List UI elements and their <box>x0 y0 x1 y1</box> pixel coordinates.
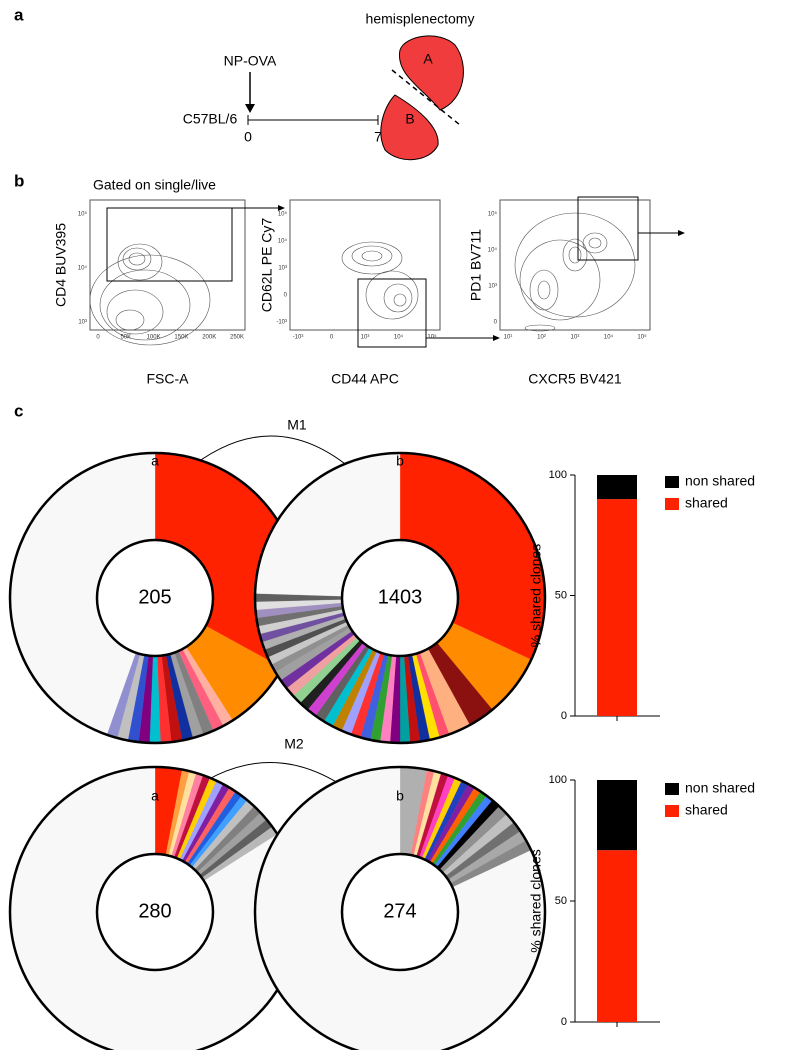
gate <box>577 196 639 261</box>
x-tick-label: 10⁵ <box>637 334 647 341</box>
bar-segment <box>597 499 637 716</box>
x-tick-label: 10⁵ <box>427 334 437 341</box>
diagram-title: hemisplenectomy <box>366 11 475 27</box>
y-tick-label: 10³ <box>78 320 87 326</box>
y-axis-label: % shared clones <box>528 544 544 648</box>
flow-plots <box>89 196 685 348</box>
x-tick-label: 10⁴ <box>604 334 614 341</box>
gate-label: Gated on single/live <box>93 177 216 193</box>
y-tick-label: 10³ <box>488 284 497 290</box>
spleen-lobe <box>380 94 439 161</box>
bar-segment <box>597 850 637 1022</box>
legend-swatch <box>665 476 679 488</box>
y-tick-label: 0 <box>561 710 567 722</box>
y-tick-label: 0 <box>561 1016 567 1028</box>
legend-label: non shared <box>685 473 755 489</box>
panel-label: a <box>14 5 24 24</box>
contours <box>89 212 636 346</box>
x-tick-label: 200K <box>202 335 216 341</box>
arrow-head <box>493 335 500 341</box>
treatment-label: NP-OVA <box>224 53 277 69</box>
center-label: 1403 <box>378 586 423 608</box>
legend-swatch <box>665 498 679 510</box>
x-axis-label: CD44 APC <box>331 371 399 387</box>
sample-label: b <box>396 453 404 469</box>
y-tick-label: 100 <box>549 469 567 481</box>
arrow-head <box>278 205 285 211</box>
x-tick-label: 10⁴ <box>394 334 404 341</box>
x-tick-label: 10² <box>537 335 546 341</box>
x-tick-label: 10¹ <box>504 335 513 341</box>
y-tick-label: -10³ <box>276 320 287 326</box>
sample-label: a <box>151 453 159 469</box>
y-tick-label: 10³ <box>278 266 287 272</box>
y-axis-label: PD1 BV711 <box>468 229 484 301</box>
donut-outline <box>253 765 547 1055</box>
x-axis-label: CXCR5 BV421 <box>528 371 622 387</box>
plot-frame <box>289 199 441 331</box>
panel-label: b <box>14 171 24 190</box>
legend-label: shared <box>685 495 728 511</box>
sample-label: b <box>396 788 404 804</box>
x-tick-label: 0 <box>330 335 334 341</box>
y-tick-label: 100 <box>549 774 567 786</box>
y-axis-label: CD4 BUV395 <box>53 223 69 307</box>
y-tick-label: 0 <box>284 293 288 299</box>
x-tick-label: 10³ <box>361 335 370 341</box>
y-tick-label: 10⁵ <box>488 211 498 218</box>
gate <box>357 278 427 348</box>
lobe-label: B <box>405 111 414 127</box>
legend-swatch <box>665 783 679 795</box>
x-tick-label: -10³ <box>293 335 304 341</box>
y-tick-label: 10⁵ <box>278 211 288 218</box>
spleen-lobe <box>399 35 464 111</box>
x-axis-label: FSC-A <box>147 371 190 387</box>
y-tick-label: 10⁴ <box>278 238 288 245</box>
x-tick-label: 10³ <box>571 335 580 341</box>
group-title: M2 <box>284 736 304 752</box>
panel-label: c <box>14 401 23 420</box>
link-arc <box>184 435 356 473</box>
y-tick-label: 50 <box>555 895 567 907</box>
y-axis-label: % shared clones <box>528 849 544 953</box>
x-tick-label: 50K <box>120 335 131 341</box>
bar-segment <box>597 780 637 851</box>
y-tick-label: 10⁵ <box>78 211 88 218</box>
y-axis-label: CD62L PE Cy7 <box>259 218 275 313</box>
x-tick-label: 150K <box>174 335 188 341</box>
x-tick-label: 0 <box>96 335 100 341</box>
cut-line <box>391 69 461 126</box>
bar-segment <box>597 475 637 500</box>
timepoint: 7 <box>374 129 382 145</box>
center-label: 280 <box>138 900 171 922</box>
plot-frame <box>499 199 651 331</box>
donut-hole <box>95 538 215 658</box>
donut-hole <box>340 538 460 658</box>
y-tick-label: 10⁴ <box>78 265 88 272</box>
group-title: M1 <box>287 417 307 433</box>
legend-label: non shared <box>685 780 755 796</box>
center-label: 205 <box>138 586 171 608</box>
y-tick-label: 50 <box>555 589 567 601</box>
strain-label: C57BL/6 <box>183 111 238 127</box>
y-tick-label: 0 <box>494 320 498 326</box>
sample-label: a <box>151 788 159 804</box>
timepoint: 0 <box>244 129 252 145</box>
center-label: 274 <box>383 900 416 922</box>
arrow-head <box>245 104 255 113</box>
legend-swatch <box>665 805 679 817</box>
legend-label: shared <box>685 802 728 818</box>
donut-hole <box>340 852 460 972</box>
y-tick-label: 10⁴ <box>488 247 498 254</box>
donut-outline <box>253 451 547 745</box>
x-tick-label: 250K <box>230 335 244 341</box>
plot-frame <box>89 199 246 331</box>
donut-hole <box>95 852 215 972</box>
gate <box>106 207 233 282</box>
lobe-label: A <box>423 51 433 67</box>
x-tick-label: 100K <box>147 335 161 341</box>
arrow-head <box>678 230 685 236</box>
